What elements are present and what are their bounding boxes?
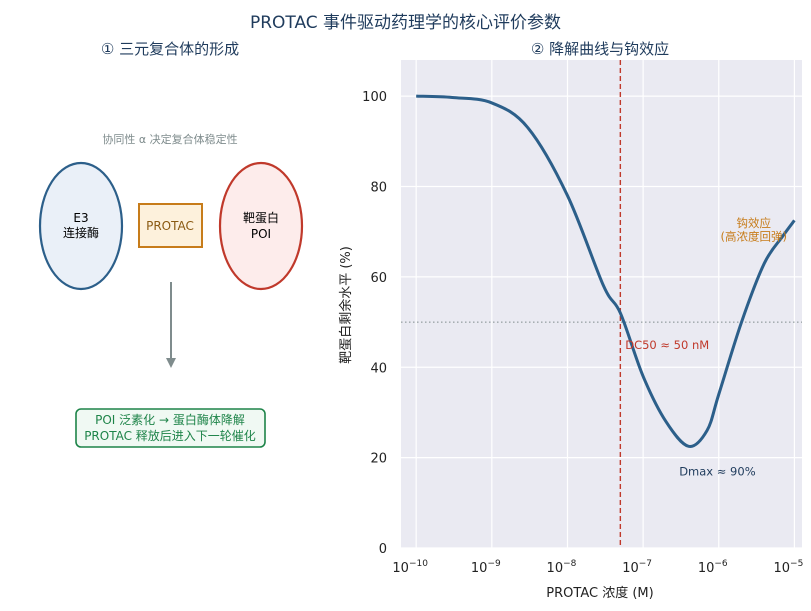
- e3-label-line1: E3: [73, 211, 88, 225]
- x-tick-label: 10−9: [471, 559, 501, 576]
- y-tick-label: 100: [362, 90, 387, 105]
- poi-label-line1: 靶蛋白: [243, 210, 279, 225]
- chart-annotation: DC50 ≈ 50 nM: [625, 338, 709, 352]
- x-tick-label: 10−5: [773, 559, 803, 576]
- x-tick-label: 10−10: [392, 559, 428, 576]
- x-tick-label: 10−6: [698, 559, 728, 576]
- protac-label: PROTAC: [146, 219, 194, 233]
- e3-label-line2: 连接酶: [63, 225, 99, 240]
- left-panel-title: ① 三元复合体的形成: [100, 40, 240, 58]
- x-axis-label: PROTAC 浓度 (M): [546, 585, 653, 601]
- y-tick-label: 80: [370, 181, 387, 196]
- y-tick-label: 0: [379, 542, 387, 557]
- poi-label-line2: POI: [251, 227, 271, 241]
- degradation-curve: [416, 94, 796, 448]
- chart-annotation: 钩效应: [736, 216, 771, 230]
- chart-annotation: (高浓度回弹): [720, 230, 786, 244]
- outcome-box: [75, 408, 266, 448]
- process-arrow-head: [166, 358, 176, 368]
- y-tick-label: 40: [370, 361, 387, 376]
- cooperativity-note: 协同性 α 决定复合体稳定性: [102, 132, 237, 146]
- figure-title: PROTAC 事件驱动药理学的核心评价参数: [249, 13, 562, 33]
- y-tick-label: 60: [370, 271, 387, 286]
- y-tick-label: 20: [370, 452, 387, 467]
- chart-title: ② 降解曲线与钩效应: [530, 40, 670, 58]
- x-tick-label: 10−8: [547, 559, 577, 576]
- y-axis-label: 靶蛋白剩余水平 (%): [338, 246, 354, 364]
- plot-area: [401, 60, 802, 548]
- outcome-line2: PROTAC 释放后进入下一轮催化: [84, 428, 256, 443]
- poi-node: [218, 161, 304, 291]
- x-tick-label: 10−7: [622, 559, 652, 576]
- protac-node: [138, 203, 203, 248]
- outcome-line1: POI 泛素化 → 蛋白酶体降解: [95, 412, 245, 427]
- chart-annotation: Dmax ≈ 90%: [679, 465, 755, 479]
- e3-ligase-node: [38, 161, 124, 291]
